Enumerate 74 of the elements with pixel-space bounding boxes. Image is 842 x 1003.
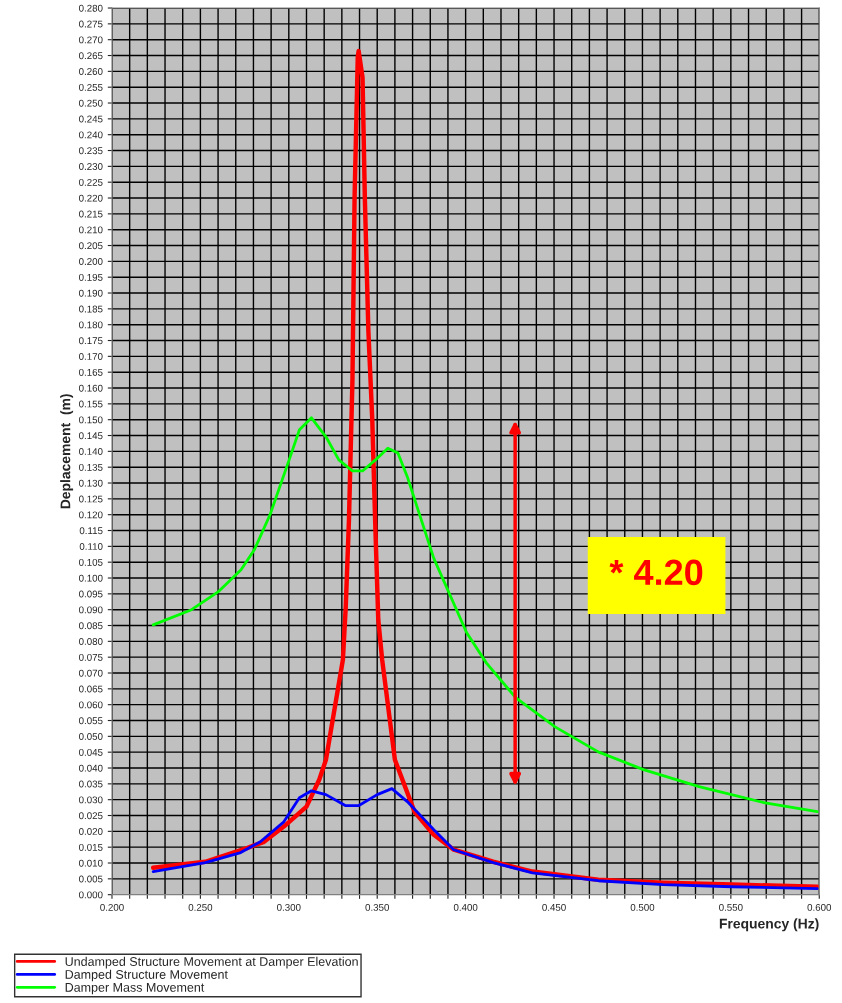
y-tick-label: 0.070 <box>79 669 103 677</box>
y-tick-label: 0.160 <box>79 384 103 392</box>
y-tick-label: 0.175 <box>79 337 103 345</box>
y-tick-label: 0.105 <box>79 558 103 566</box>
y-tick-label: 0.040 <box>79 764 103 772</box>
y-tick-label: 0.245 <box>79 115 103 123</box>
line-series <box>151 787 819 891</box>
x-tick-label: 0.450 <box>542 903 566 911</box>
y-tick-label: 0.190 <box>79 289 103 297</box>
y-tick-label: 0.185 <box>79 305 103 313</box>
y-tick-label: 0.210 <box>79 226 103 234</box>
y-tick-label: 0.010 <box>79 859 103 867</box>
y-tick-label: 0.090 <box>79 606 103 614</box>
y-tick-label: 0.275 <box>79 20 103 28</box>
y-tick-label: 0.150 <box>79 416 103 424</box>
y-tick-label: 0.225 <box>79 178 103 186</box>
y-tick-label: 0.270 <box>79 36 103 44</box>
y-tick-label: 0.060 <box>79 701 103 709</box>
x-tick-label: 0.400 <box>453 903 478 911</box>
y-tick-label: 0.230 <box>79 163 103 170</box>
y-tick-label: 0.110 <box>79 543 103 550</box>
y-tick-label: 0.215 <box>79 210 103 218</box>
y-tick-label: 0.005 <box>79 875 103 883</box>
y-tick-label: 0.085 <box>79 622 103 630</box>
y-tick-label: 0.260 <box>79 68 103 75</box>
y-tick-label: 0.255 <box>79 83 103 91</box>
y-tick-label: 0.235 <box>79 147 103 155</box>
y-tick-label: 0.195 <box>79 273 103 281</box>
y-tick-label: 0.135 <box>79 463 103 471</box>
x-tick-label: 0.250 <box>188 903 213 911</box>
annotation: * 4.20 <box>609 559 703 586</box>
y-tick-label: 0.170 <box>79 353 103 360</box>
legend-label: Undamped Structure Movement at Damper Elevation <box>65 956 358 969</box>
y-tick-label: 0.145 <box>79 432 103 440</box>
y-tick-label: 0.095 <box>79 590 103 598</box>
line-series <box>151 416 819 814</box>
x-axis-title: Frequency (Hz) <box>719 918 819 932</box>
y-tick-label: 0.130 <box>79 479 103 487</box>
x-tick-label: 0.200 <box>100 903 124 911</box>
y-tick-label: 0.015 <box>79 843 103 851</box>
y-tick-label: 0.200 <box>79 258 103 265</box>
y-tick-label: 0.030 <box>79 796 103 804</box>
y-tick-label: 0.280 <box>79 4 103 12</box>
y-tick-label: 0.220 <box>79 194 103 202</box>
y-tick-label: 0.125 <box>79 495 103 503</box>
x-tick-label: 0.300 <box>277 903 301 911</box>
y-tick-label: 0.065 <box>79 685 103 693</box>
y-tick-label: 0.155 <box>79 400 103 408</box>
y-tick-label: 0.020 <box>79 828 103 835</box>
y-tick-label: 0.165 <box>79 368 103 376</box>
y-tick-label: 0.025 <box>79 812 103 820</box>
y-tick-label: 0.050 <box>79 733 103 740</box>
y-tick-label: 0.045 <box>79 748 103 756</box>
y-tick-label: 0.080 <box>79 638 103 645</box>
y-axis-title: Deplacement (m) <box>60 394 74 509</box>
y-tick-label: 0.035 <box>79 780 103 788</box>
y-tick-label: 0.250 <box>79 99 103 107</box>
legend-label: Damped Structure Movement <box>65 969 228 982</box>
legend-label: Damper Mass Movement <box>65 983 205 995</box>
y-tick-label: 0.240 <box>79 131 103 139</box>
y-tick-label: 0.075 <box>79 653 103 661</box>
y-tick-label: 0.120 <box>79 511 103 519</box>
x-tick-label: 0.600 <box>807 903 832 911</box>
x-tick-label: 0.500 <box>630 903 655 911</box>
y-tick-label: 0.055 <box>79 717 103 725</box>
x-tick-label: 0.550 <box>719 903 743 911</box>
y-tick-label: 0.205 <box>79 242 103 250</box>
y-tick-label: 0.100 <box>79 574 103 582</box>
y-tick-label: 0.115 <box>79 527 103 535</box>
y-tick-label: 0.140 <box>79 448 103 455</box>
y-tick-label: 0.180 <box>79 321 103 329</box>
x-tick-label: 0.350 <box>365 903 389 911</box>
y-tick-label: 0.265 <box>79 52 103 60</box>
y-tick-label: 0.000 <box>79 891 103 899</box>
